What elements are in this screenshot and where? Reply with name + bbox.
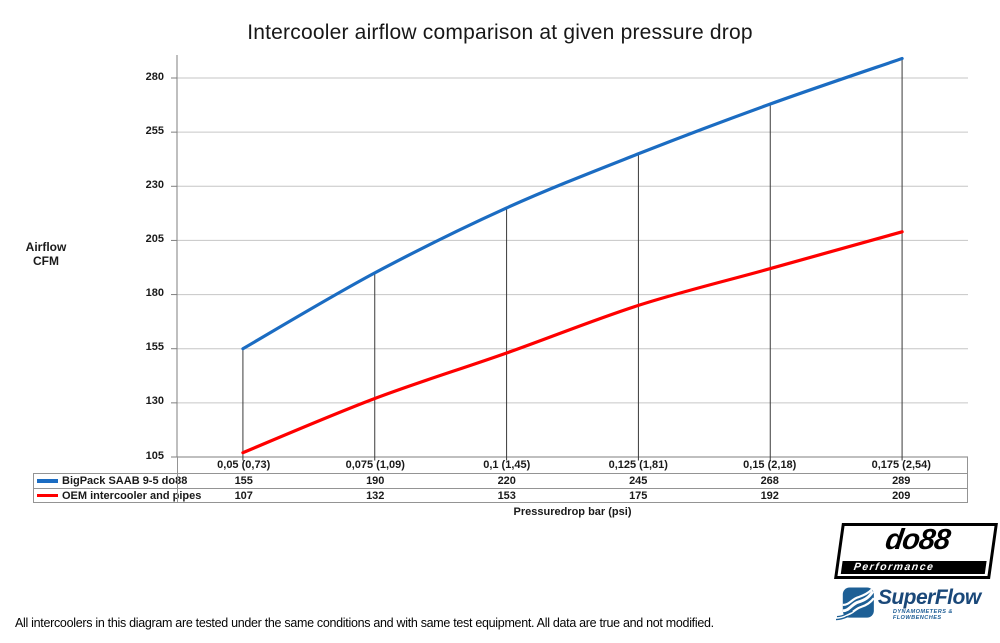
y-tick-label-205: 205 [145,232,164,245]
value-cell: 245 [629,475,648,487]
footer-note: All intercoolers in this diagram are tes… [15,616,714,630]
series-line-2 [241,230,904,455]
value-cell: 289 [892,475,911,487]
superflow-logo: SuperFlow DYNAMOMETERS & FLOWBENCHES [836,587,1000,621]
category-label-6: 0,175 (2,54) [871,459,931,471]
legend-label: BigPack SAAB 9-5 do88 [62,475,188,487]
value-cell: 175 [629,490,648,502]
x-axis-title: Pressuredrop bar (psi) [513,506,632,518]
do88-logo-subtitle: Performance [840,561,987,574]
value-cell: 268 [760,475,779,487]
series-row-2: OEM intercooler and pipes 107 132 153 175 192… [33,488,968,503]
legend-label: OEM intercooler and pipes [62,489,202,502]
value-cell: 155 [234,475,253,487]
value-cell: 132 [366,490,385,502]
value-cell: 209 [892,490,911,502]
y-tick-label-280: 280 [145,70,164,83]
y-tick-label-155: 155 [145,341,164,354]
legend-cell-2: OEM intercooler and pipes [33,489,201,502]
do88-logo: do88 Performance [834,523,998,579]
category-label-1: 0,05 (0,73) [217,459,271,471]
y-axis-title-line1: Airflow [25,240,67,254]
category-label-4: 0,125 (1,81) [608,459,668,471]
y-tick-label-255: 255 [145,124,164,137]
superflow-subtitle: DYNAMOMETERS & FLOWBENCHES [892,609,953,621]
superflow-text-block: SuperFlow DYNAMOMETERS & FLOWBENCHES [878,587,1000,621]
table-corner-cell [33,457,177,473]
superflow-wave-icon [836,587,875,621]
y-axis-title-line2: CFM [33,254,59,268]
value-cell: 192 [760,490,779,502]
value-cell: 153 [497,490,516,502]
series-line-1 [241,56,904,351]
legend-key-icon [37,493,58,498]
value-cell: 107 [234,490,253,502]
data-table: 0,05 (0,73) 0,075 (1,09) 0,1 (1,45) 0,125 (… [33,457,968,503]
category-row: 0,05 (0,73) 0,075 (1,09) 0,1 (1,45) 0,125 (… [33,457,968,473]
category-label-5: 0,15 (2,18) [743,459,797,471]
y-tick-label-105: 105 [145,449,164,462]
do88-logo-wordmark: do88 [883,524,952,556]
value-cell: 220 [497,475,516,487]
y-tick-label-230: 230 [145,178,164,191]
category-label-3: 0,1 (1,45) [483,459,531,471]
category-label-2: 0,075 (1,09) [345,459,405,471]
chart-title: Intercooler airflow comparison at given … [247,21,753,44]
superflow-wordmark: SuperFlow [877,586,981,609]
y-tick-label-130: 130 [145,395,164,408]
legend-cell-1: BigPack SAAB 9-5 do88 [33,474,187,488]
y-axis-title: Airflow CFM [14,240,78,268]
value-cell: 190 [366,475,385,487]
legend-key-icon [37,479,58,483]
series-row-1: BigPack SAAB 9-5 do88 155 190 220 245 268 289 [33,473,968,488]
y-tick-label-180: 180 [145,287,164,300]
